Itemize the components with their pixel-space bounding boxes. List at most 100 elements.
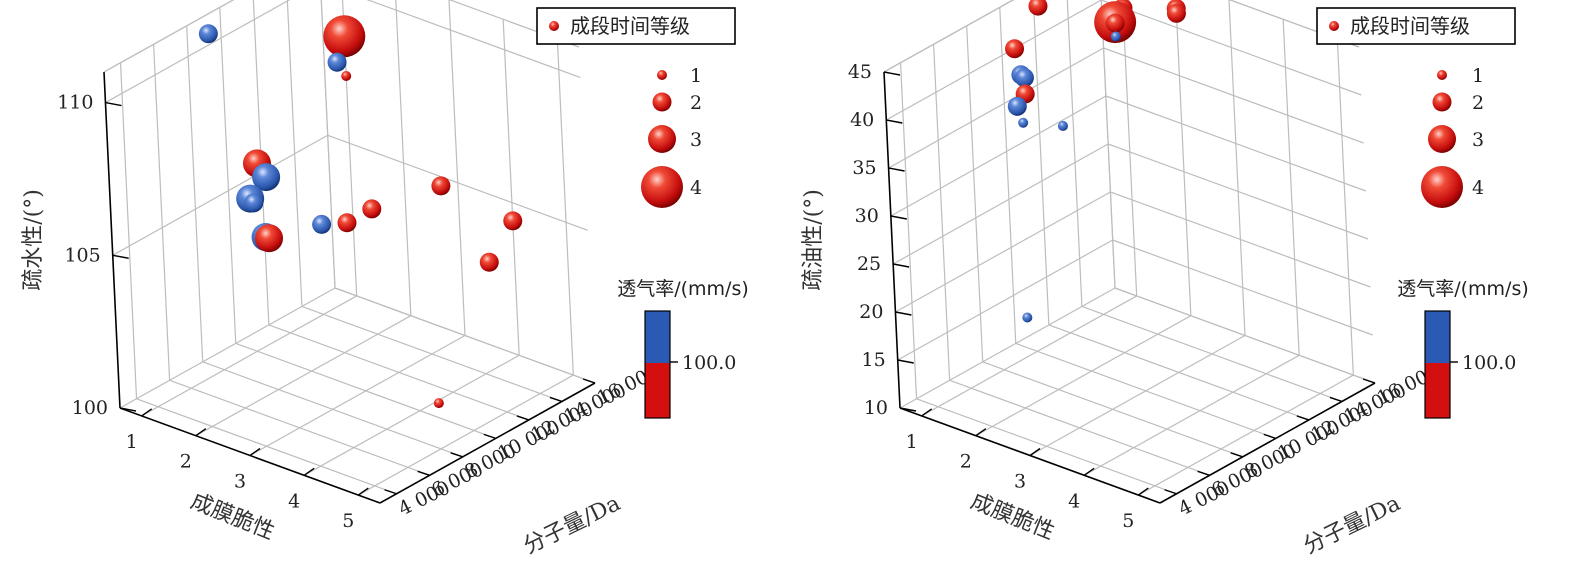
x-tick-label: 3 [1014, 471, 1026, 493]
grid-line-back-y [186, 25, 204, 362]
x-tick-label: 2 [960, 451, 972, 473]
grid-line-floor-x [358, 374, 574, 496]
grid-line-floor-x [195, 315, 412, 437]
grid-line-floor-x [1029, 334, 1246, 457]
data-point-blue [198, 24, 218, 44]
x-tick-mark [1137, 487, 1149, 496]
z-tick-label: 15 [862, 349, 886, 371]
z-tick-mark [119, 407, 137, 412]
grid-line-back-z [895, 191, 1111, 313]
x-tick-label: 4 [288, 490, 300, 512]
legend-box [1316, 7, 1516, 45]
data-point-red [1028, 0, 1048, 16]
legend-size-label: 4 [690, 177, 702, 199]
grid-line-back-z [899, 287, 1116, 409]
z-tick-label: 25 [857, 253, 881, 275]
y-tick-mark [516, 415, 530, 421]
colorbar-low [1425, 363, 1450, 418]
data-point-red [1005, 39, 1025, 59]
x-tick-mark [975, 428, 987, 437]
legend-box [536, 7, 736, 45]
grid-line-back-y [899, 62, 918, 399]
data-point-blue [327, 52, 347, 72]
grid-line-back-y [966, 25, 984, 362]
y-tick-mark [1197, 470, 1210, 476]
x-tick-mark [249, 447, 261, 457]
grid-line-floor-x [1083, 354, 1300, 476]
z-tick-label: 35 [852, 157, 876, 179]
y-tick-mark [1329, 396, 1343, 403]
y-tick-mark [417, 470, 430, 476]
legend-size-marker [657, 70, 667, 80]
grid-line-floor-x [975, 315, 1192, 437]
y-tick-mark [1230, 452, 1243, 458]
data-point-blue [312, 214, 332, 234]
grid-line-back-y [999, 7, 1017, 344]
grid-line-right-x [1282, 19, 1300, 356]
grid-line-right-x [1121, 0, 1138, 296]
z-tick-mark [895, 311, 912, 316]
z-tick-mark [886, 119, 903, 124]
y-axis-title: 分子量/Da [1300, 491, 1405, 559]
y-tick-mark [450, 452, 463, 458]
grid-line-floor-x [1138, 374, 1354, 496]
data-point-blue [1014, 68, 1034, 88]
legend-size-marker [652, 92, 672, 112]
x-tick-mark [1083, 467, 1095, 476]
legend-size-label: 4 [1472, 177, 1484, 199]
grid-line-right-x [1228, 0, 1246, 336]
legend-size-marker [1437, 70, 1447, 80]
legend-size-marker [1428, 125, 1456, 153]
colorbar-high [645, 311, 670, 363]
grid-line-back-y [219, 7, 237, 344]
grid-line-right-z [1228, 0, 1360, 48]
data-point-blue [252, 163, 281, 192]
x-tick-label: 1 [906, 431, 918, 453]
data-point-red [479, 252, 499, 272]
x-tick-mark [141, 408, 153, 417]
grid-line-right-x [1175, 0, 1192, 316]
y-axis-title: 分子量/Da [520, 491, 625, 559]
z-tick-mark [105, 101, 122, 107]
grid-line-back-z [888, 47, 1104, 169]
y-tick-mark [384, 489, 397, 495]
y-tick-mark [549, 396, 563, 403]
x-tick-mark [195, 428, 207, 437]
data-point-blue [1007, 96, 1027, 116]
legend-size-marker [1432, 92, 1452, 112]
grid-line-back-y [153, 44, 171, 381]
colorbar-tick-label: 100.0 [1462, 352, 1516, 374]
z-axis-line [883, 71, 901, 409]
z-tick-label: 30 [855, 205, 879, 227]
z-axis-title: 疏油性/(°) [801, 189, 826, 291]
y-axis-line [379, 382, 596, 504]
data-point-red [433, 398, 444, 409]
colorbar-title: 透气率/(mm/s) [1397, 278, 1529, 300]
grid-line-floor-x [141, 295, 357, 417]
legend-size-marker [641, 166, 683, 208]
z-tick-label: 10 [864, 397, 888, 419]
y-tick-mark [582, 378, 596, 384]
x-tick-label: 3 [234, 471, 246, 493]
x-tick-label: 1 [126, 431, 138, 453]
grid-line-right-x [1336, 39, 1354, 376]
y-tick-mark [1164, 489, 1177, 495]
x-tick-mark [303, 467, 315, 476]
z-axis-line [103, 71, 121, 409]
legend-marker [549, 21, 559, 31]
grid-line-corner [320, 0, 336, 289]
grid-line-back-z [890, 95, 1107, 217]
z-tick-label: 20 [859, 301, 883, 323]
grid-line-right-z [448, 0, 580, 48]
grid-line-floor-x [303, 354, 520, 476]
data-point-blue [1018, 117, 1029, 128]
grid-line-back-z [112, 134, 329, 256]
colorbar-title: 透气率/(mm/s) [617, 278, 749, 300]
x-axis-title: 成膜脆性 [967, 489, 1058, 545]
grid-line-right-x [395, 0, 412, 316]
data-point-red [431, 176, 451, 196]
x-tick-mark [921, 408, 933, 417]
z-tick-mark [883, 71, 901, 76]
